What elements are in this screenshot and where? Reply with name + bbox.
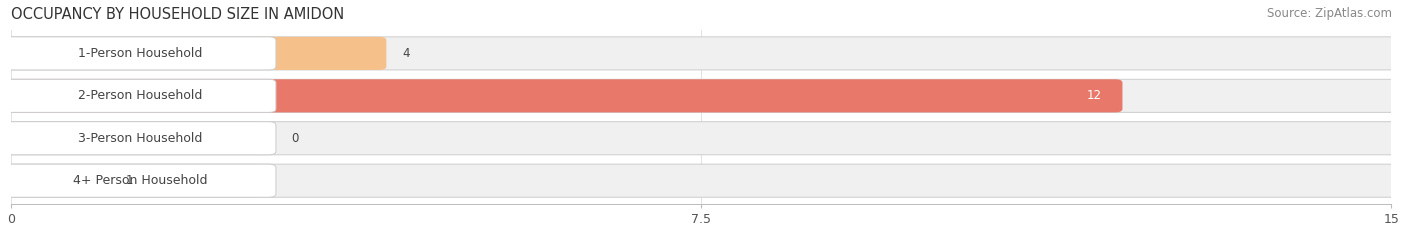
FancyBboxPatch shape (4, 79, 1399, 112)
Text: 2-Person Household: 2-Person Household (77, 89, 202, 102)
FancyBboxPatch shape (4, 164, 263, 197)
FancyBboxPatch shape (4, 122, 1399, 155)
FancyBboxPatch shape (4, 164, 276, 197)
FancyBboxPatch shape (4, 164, 1399, 197)
Text: OCCUPANCY BY HOUSEHOLD SIZE IN AMIDON: OCCUPANCY BY HOUSEHOLD SIZE IN AMIDON (11, 7, 344, 22)
Text: 1: 1 (127, 174, 134, 187)
FancyBboxPatch shape (4, 37, 1399, 70)
FancyBboxPatch shape (4, 79, 1122, 112)
Text: 4+ Person Household: 4+ Person Household (73, 174, 207, 187)
Text: 0: 0 (291, 132, 299, 145)
Text: 3-Person Household: 3-Person Household (77, 132, 202, 145)
Text: 4: 4 (402, 47, 409, 60)
FancyBboxPatch shape (4, 37, 387, 70)
Text: Source: ZipAtlas.com: Source: ZipAtlas.com (1267, 7, 1392, 20)
Text: 12: 12 (1087, 89, 1101, 102)
Text: 1-Person Household: 1-Person Household (77, 47, 202, 60)
FancyBboxPatch shape (4, 37, 276, 70)
FancyBboxPatch shape (4, 122, 263, 155)
FancyBboxPatch shape (4, 122, 276, 155)
FancyBboxPatch shape (4, 79, 276, 112)
